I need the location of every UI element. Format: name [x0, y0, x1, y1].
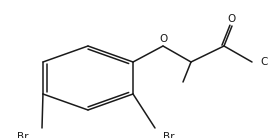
Text: O: O — [228, 14, 236, 24]
Text: O: O — [159, 34, 167, 44]
Text: Br: Br — [163, 132, 174, 138]
Text: Br: Br — [17, 132, 28, 138]
Text: Cl: Cl — [260, 57, 268, 67]
